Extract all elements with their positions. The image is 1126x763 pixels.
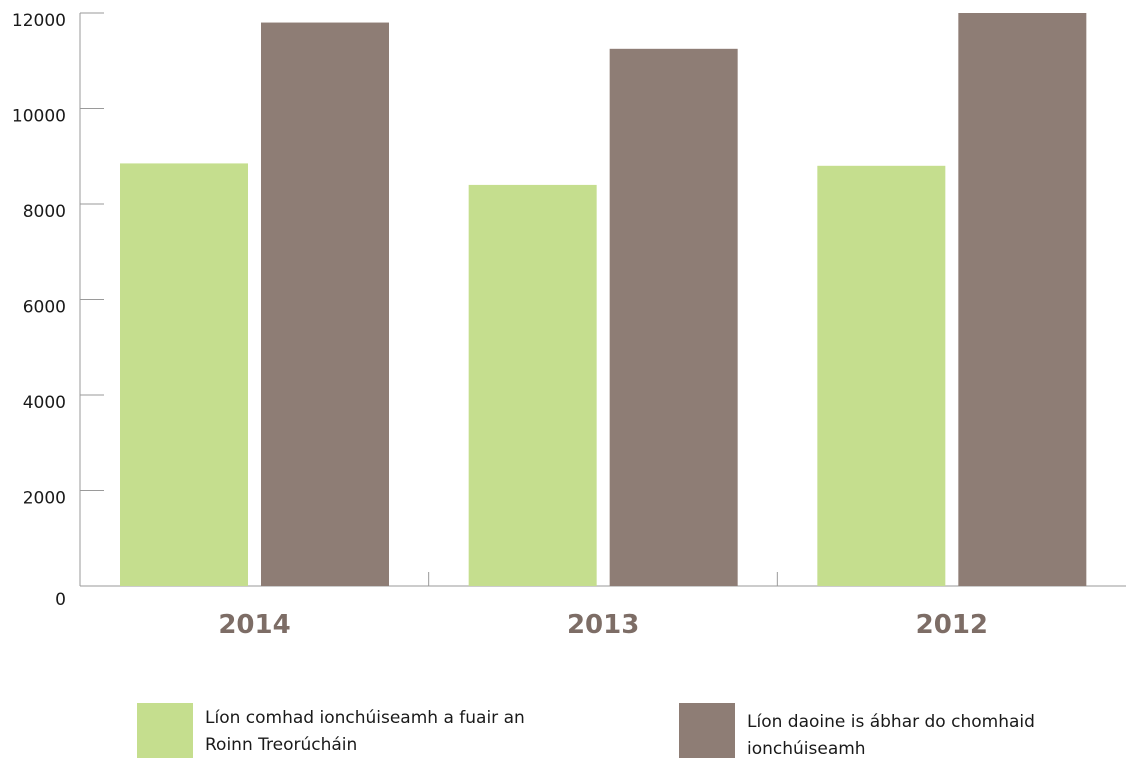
bar-people-2014	[261, 22, 389, 587]
bar-files-2014	[120, 163, 248, 586]
bar-people-2013	[609, 48, 738, 586]
y-tick-label: 4000	[23, 393, 66, 413]
y-tick-label: 8000	[23, 202, 66, 222]
bar-chart: 0 2000 4000 6000 8000 10000 12000 2014 2013 2012	[12, 11, 1126, 640]
legend-label-line: Roinn Treorúcháin	[205, 735, 358, 755]
y-tick-label: 10000	[12, 107, 66, 127]
x-category-label: 2013	[567, 610, 639, 640]
legend-item-people: Líon daoine is ábhar do chomhaid ionchúi…	[679, 703, 1047, 763]
bar-files-2012	[817, 165, 946, 587]
legend-label-line: ionchúiseamh	[747, 739, 866, 759]
chart-labels: 0 2000 4000 6000 8000 10000 12000 2014 2013 2012	[12, 11, 988, 640]
legend-label-people: Líon daoine is ábhar do chomhaid ionchúi…	[747, 709, 1047, 763]
legend-label-line: Líon daoine is ábhar do chomhaid	[747, 712, 1035, 732]
y-tick-label: 6000	[23, 298, 66, 318]
legend-label-files: Líon comhad ionchúiseamh a fuair an Roin…	[205, 705, 605, 759]
chart-axes	[79, 12, 1126, 587]
y-tick-label: 12000	[12, 11, 66, 31]
x-category-label: 2012	[916, 610, 988, 640]
chart-bars	[120, 13, 1087, 587]
legend-swatch-brown	[679, 703, 735, 758]
x-category-label: 2014	[218, 610, 290, 640]
legend-label-line: Líon comhad ionchúiseamh a fuair an	[205, 708, 525, 728]
bar-files-2013	[468, 184, 597, 586]
legend-swatch-green	[137, 703, 193, 758]
y-tick-label: 2000	[23, 489, 66, 509]
legend-item-files: Líon comhad ionchúiseamh a fuair an Roin…	[137, 703, 605, 759]
bar-people-2012	[958, 13, 1087, 586]
y-tick-label: 0	[55, 590, 66, 610]
